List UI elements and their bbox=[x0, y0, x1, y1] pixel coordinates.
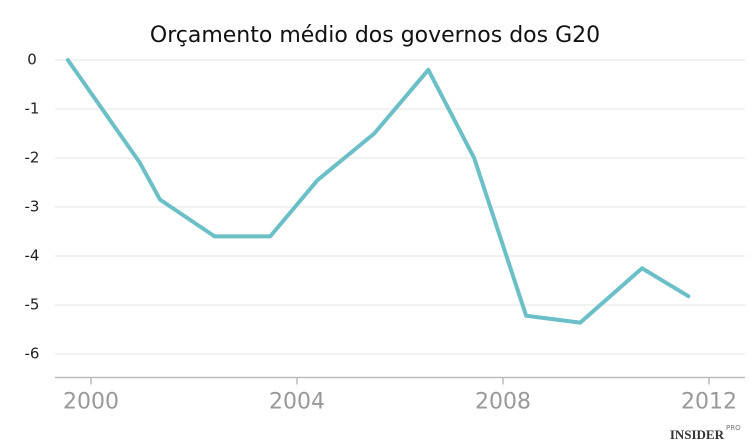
y-tick-label: -1 bbox=[25, 100, 40, 118]
y-tick-label: -4 bbox=[25, 247, 40, 265]
watermark-sup: PRO bbox=[726, 424, 741, 432]
x-tick-label: 2004 bbox=[269, 390, 325, 415]
x-tick-label: 2000 bbox=[63, 390, 119, 415]
y-tick-label: -3 bbox=[25, 198, 40, 216]
x-tick-label: 2012 bbox=[681, 390, 737, 415]
x-tick-label: 2008 bbox=[475, 390, 531, 415]
y-tick-label: -2 bbox=[25, 149, 40, 167]
y-tick-label: -5 bbox=[25, 296, 40, 314]
line-series bbox=[65, 58, 691, 325]
watermark: INSIDER bbox=[670, 427, 725, 442]
chart-title: Orçamento médio dos governos dos G20 bbox=[150, 23, 600, 48]
y-tick-label: -6 bbox=[25, 345, 40, 363]
y-tick-label: 0 bbox=[27, 51, 37, 69]
